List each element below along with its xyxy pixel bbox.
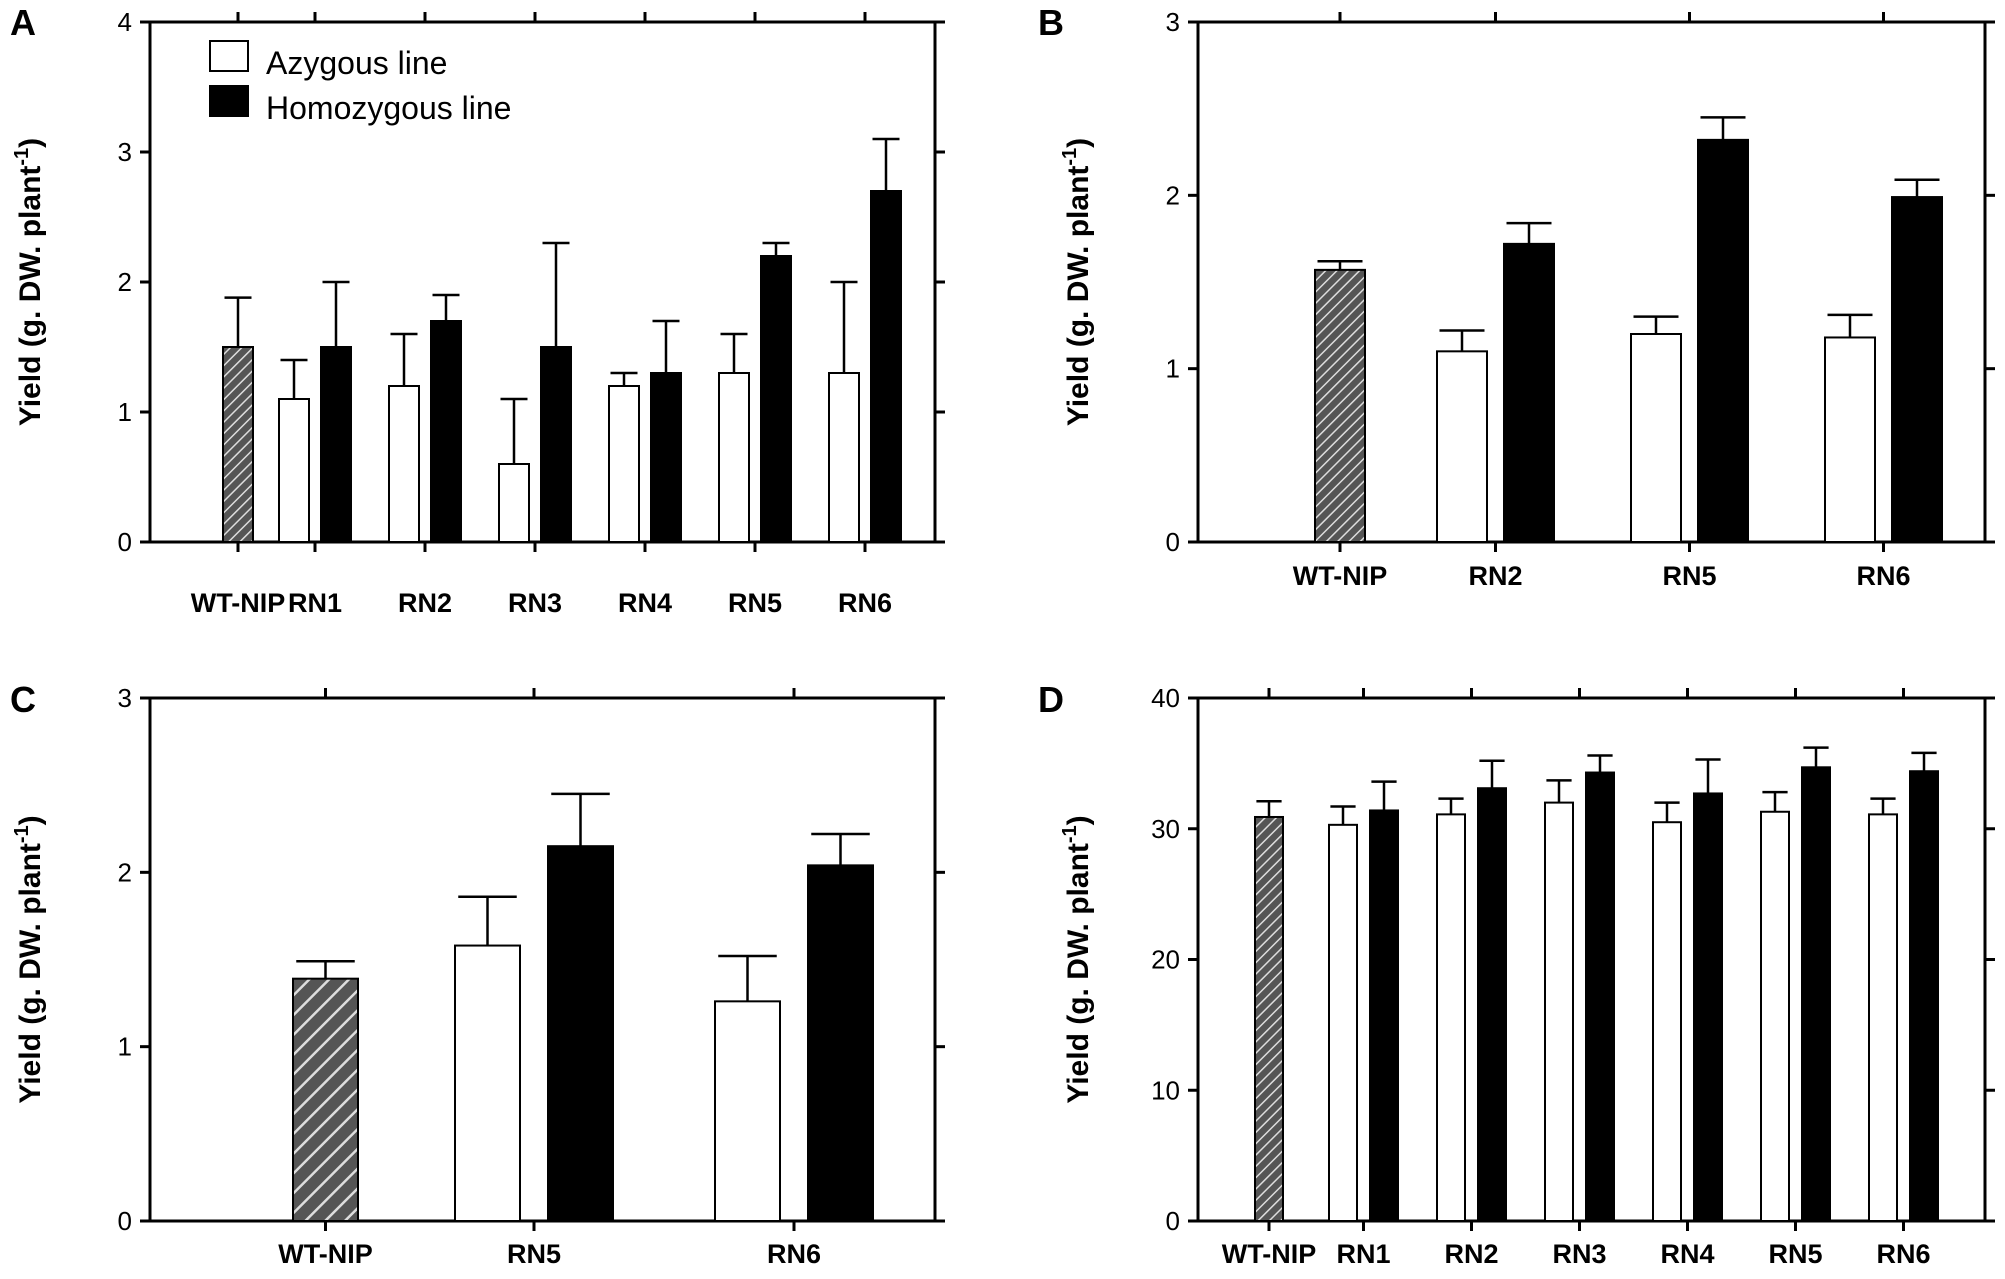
bar-homozygous xyxy=(1693,792,1723,1222)
bar-azygous xyxy=(278,398,310,543)
panel-label: A xyxy=(10,2,36,43)
x-category-label: RN6 xyxy=(1876,1239,1930,1269)
panel-b: B 0 1 2 3 WT-NIP RN2 RN5 RN6 Yield (g. DW. plant-… xyxy=(1038,2,1995,591)
bar-azygous xyxy=(608,385,640,543)
y-tick-label: 2 xyxy=(1166,180,1180,210)
bar-azygous xyxy=(388,385,420,543)
x-category-label: RN5 xyxy=(1768,1239,1822,1269)
x-category-label: RN2 xyxy=(398,588,452,618)
panel-label: B xyxy=(1038,2,1064,43)
y-tick-label: 3 xyxy=(118,683,132,713)
y-tick-label: 0 xyxy=(1166,527,1180,557)
bar-azygous xyxy=(1436,813,1466,1222)
bar-azygous xyxy=(828,372,860,543)
y-axis-label: Yield (g. DW. plant-1) xyxy=(11,138,47,426)
y-tick-label: 4 xyxy=(118,7,132,37)
y-tick-label: 30 xyxy=(1151,814,1180,844)
y-tick-label: 2 xyxy=(118,857,132,887)
bar-azygous xyxy=(1630,333,1682,543)
bar-azygous xyxy=(1544,801,1574,1222)
bar-homozygous xyxy=(1909,770,1939,1222)
x-category-label: WT-NIP xyxy=(278,1239,373,1269)
x-category-label: RN2 xyxy=(1444,1239,1498,1269)
panel-d: D 0 10 20 30 40 WT-NIP RN1 RN2 RN3 RN4 RN5 RN6 Yield … xyxy=(1038,679,1995,1269)
y-tick-label: 0 xyxy=(118,527,132,557)
y-tick-label: 10 xyxy=(1151,1075,1180,1105)
bar-homozygous xyxy=(650,372,682,543)
bar-wt-nip xyxy=(1254,815,1284,1222)
bar-homozygous xyxy=(807,864,874,1222)
bar-azygous xyxy=(714,1000,781,1223)
y-tick-label: 40 xyxy=(1151,683,1180,713)
bar-homozygous xyxy=(760,255,792,543)
bar-azygous xyxy=(1652,821,1682,1223)
y-tick-label: 1 xyxy=(1166,354,1180,384)
bar-azygous xyxy=(498,463,530,543)
x-category-label: RN3 xyxy=(1552,1239,1606,1269)
y-tick-label: 2 xyxy=(118,267,132,297)
bar-azygous xyxy=(718,372,750,543)
y-axis-label: Yield (g. DW. plant-1) xyxy=(11,815,47,1103)
bar-homozygous xyxy=(870,190,902,543)
bar-azygous xyxy=(1868,813,1898,1222)
bar-homozygous xyxy=(1801,766,1831,1222)
y-tick-label: 0 xyxy=(118,1206,132,1236)
x-category-label: RN6 xyxy=(767,1239,821,1269)
y-tick-label: 3 xyxy=(118,137,132,167)
x-category-label: RN5 xyxy=(507,1239,561,1269)
bar-azygous xyxy=(1436,350,1488,544)
bar-azygous xyxy=(1760,810,1790,1222)
bar-homozygous xyxy=(547,845,614,1223)
bar-homozygous xyxy=(320,346,352,543)
bar-homozygous xyxy=(540,346,572,543)
y-tick-label: 1 xyxy=(118,397,132,427)
x-category-label: RN3 xyxy=(508,588,562,618)
x-category-label: RN5 xyxy=(1662,561,1716,591)
panel-label: D xyxy=(1038,679,1064,720)
bar-homozygous xyxy=(430,320,462,543)
bar-homozygous xyxy=(1585,771,1615,1223)
panel-label: C xyxy=(10,679,36,720)
panel-a: A 0 1 2 3 4 WT-NIP RN1 RN2 RN3 RN4 RN5 RN6 Yield (g. … xyxy=(10,2,945,618)
x-category-label: WT-NIP xyxy=(1293,561,1388,591)
y-tick-label: 1 xyxy=(118,1032,132,1062)
bar-homozygous xyxy=(1503,242,1555,543)
x-category-label: RN1 xyxy=(288,588,342,618)
panel-c: C 0 1 2 3 WT-NIP RN5 RN6 Yield (g. DW. plant-1) xyxy=(10,679,945,1269)
y-tick-label: 0 xyxy=(1166,1206,1180,1236)
legend: Azygous line Homozygous line xyxy=(209,40,511,126)
legend-swatch-azygous xyxy=(209,40,249,72)
bar-wt-nip xyxy=(1314,268,1366,543)
bar-homozygous xyxy=(1697,138,1749,543)
bar-azygous xyxy=(1824,336,1876,544)
legend-label-azygous: Azygous line xyxy=(266,45,447,81)
legend-label-homozygous: Homozygous line xyxy=(266,90,511,126)
bar-homozygous xyxy=(1369,809,1399,1222)
bar-homozygous xyxy=(1477,787,1507,1223)
x-category-label: RN4 xyxy=(618,588,672,618)
x-category-label: RN5 xyxy=(728,588,782,618)
y-axis-label: Yield (g. DW. plant-1) xyxy=(1059,815,1095,1103)
bar-wt-nip xyxy=(292,977,359,1223)
y-tick-label: 3 xyxy=(1166,7,1180,37)
x-category-label: RN2 xyxy=(1468,561,1522,591)
x-category-label: RN6 xyxy=(1856,561,1910,591)
x-category-label: RN6 xyxy=(838,588,892,618)
x-category-label: RN1 xyxy=(1336,1239,1390,1269)
x-category-label: RN4 xyxy=(1660,1239,1714,1269)
y-tick-label: 20 xyxy=(1151,945,1180,975)
y-axis-label: Yield (g. DW. plant-1) xyxy=(1059,138,1095,426)
bar-azygous xyxy=(1328,823,1358,1222)
x-category-label: WT-NIP xyxy=(191,588,286,618)
bar-azygous xyxy=(454,944,521,1222)
legend-swatch-homozygous xyxy=(209,85,249,117)
bar-homozygous xyxy=(1891,196,1943,543)
x-category-label: WT-NIP xyxy=(1222,1239,1317,1269)
bar-wt-nip xyxy=(222,346,254,543)
